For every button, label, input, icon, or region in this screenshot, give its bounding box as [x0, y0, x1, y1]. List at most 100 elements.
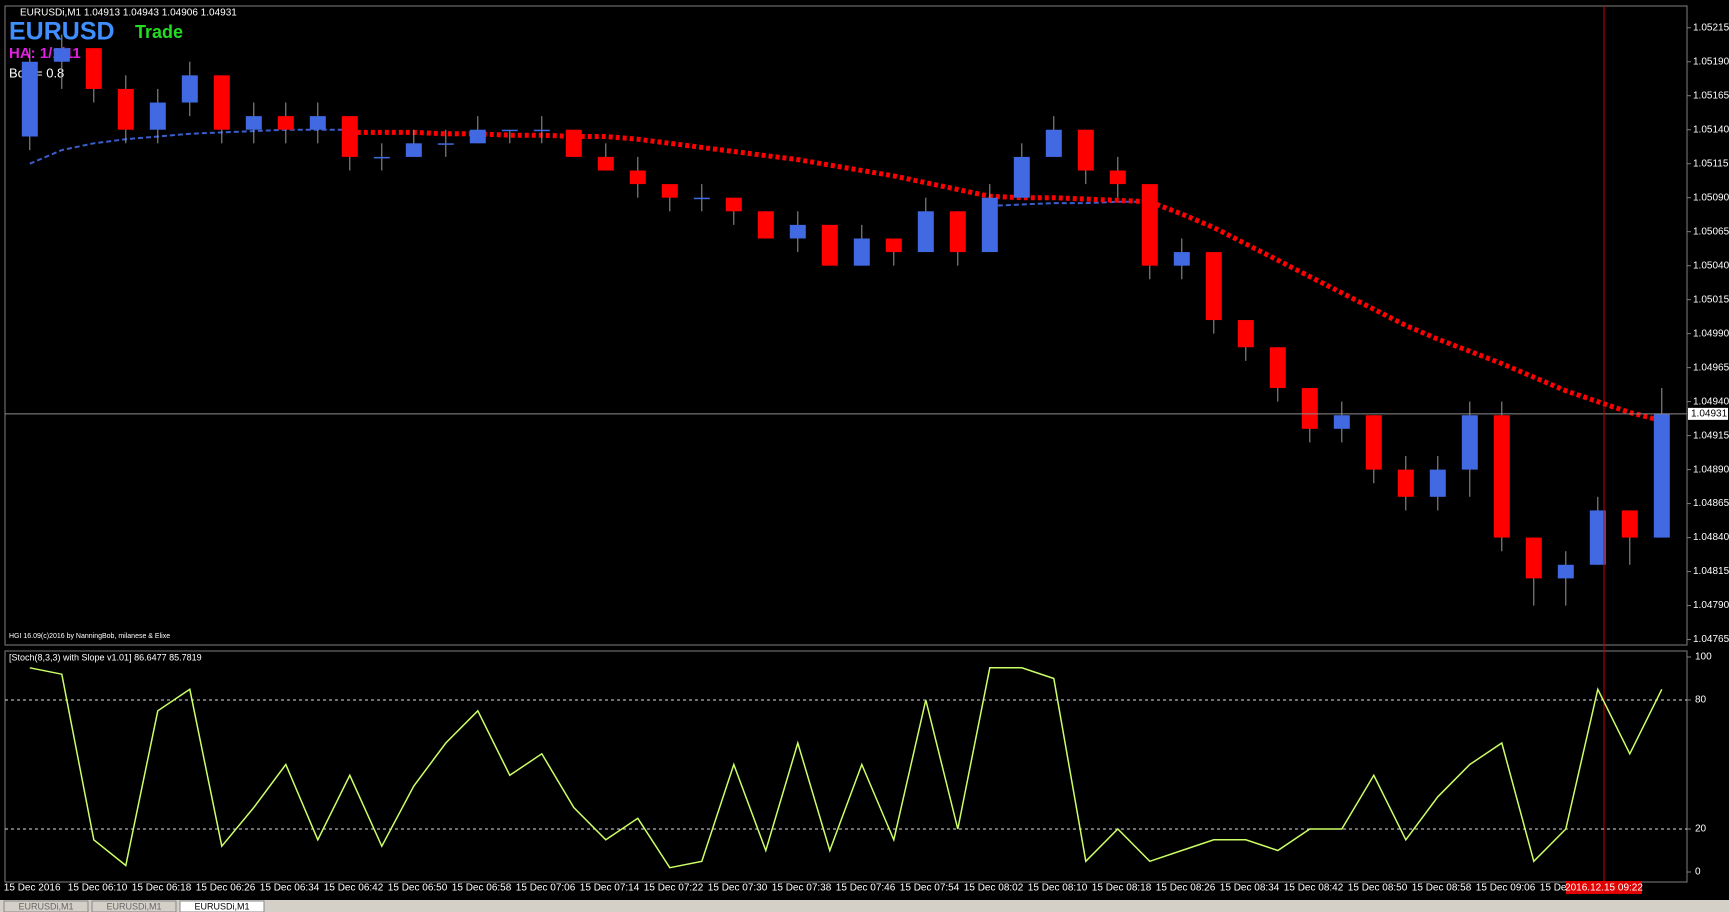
y-tick-label: 1.05215: [1693, 22, 1729, 33]
chart-info: EURUSDi,M1 1.04913 1.04943 1.04906 1.049…: [20, 8, 237, 19]
x-tick-label: 15 Dec 07:38: [772, 883, 832, 894]
moving-average: [29, 128, 1150, 207]
candle-body: [149, 102, 166, 130]
candle-body: [501, 129, 518, 132]
candle-body: [1045, 129, 1062, 157]
tab-label[interactable]: EURUSDi,M1: [18, 901, 73, 911]
candle-body: [981, 197, 998, 253]
candle-body: [1333, 415, 1350, 429]
candle-body: [277, 116, 294, 130]
candle-body: [565, 129, 582, 157]
candle-body: [1493, 415, 1510, 538]
candle-body: [885, 238, 902, 253]
x-tick-label: 15 Dec 08:18: [1092, 883, 1152, 894]
x-tick-label: 15 Dec 08:42: [1284, 883, 1344, 894]
candle-body: [181, 75, 198, 103]
y-tick-label: 1.04915: [1693, 430, 1729, 441]
x-tick-label: 15 Dec 08:26: [1156, 883, 1216, 894]
y-tick-label: 1.04940: [1693, 396, 1729, 407]
stoch-panel-frame: [4, 650, 1688, 883]
candle-body: [1173, 252, 1190, 266]
candle-body: [1365, 415, 1382, 470]
x-tick-label: 15 Dec 07:54: [900, 883, 960, 894]
candle-body: [437, 143, 454, 145]
x-tick-label: 15 Dec 07:06: [516, 883, 576, 894]
tab-bar: [0, 900, 1729, 912]
x-tick-label: 15 Dec 06:10: [68, 883, 128, 894]
candle-body: [1653, 413, 1670, 538]
x-tick-label: 15 Dec 06:18: [132, 883, 192, 894]
y-tick-label: 1.05015: [1693, 294, 1729, 305]
candle-body: [245, 116, 262, 130]
candle-body: [917, 211, 934, 253]
tab[interactable]: [179, 900, 265, 912]
candle-body: [213, 75, 230, 130]
y-tick-label: 20: [1695, 824, 1707, 835]
y-tick-label: 1.04890: [1693, 464, 1729, 475]
candle-body: [789, 224, 806, 239]
candle-body: [757, 211, 774, 239]
main-panel-frame: [4, 5, 1688, 646]
candle-body: [661, 184, 678, 198]
y-tick-label: 1.05090: [1693, 192, 1729, 203]
candle-body: [1525, 537, 1542, 579]
candle-body: [725, 197, 742, 212]
ha-label: HA: 1/1/11: [9, 45, 81, 62]
x-tick-label: 15 Dec 07:30: [708, 883, 768, 894]
candle-body: [1077, 129, 1094, 171]
y-tick-label: 1.05065: [1693, 226, 1729, 237]
candle-body: [373, 156, 390, 159]
y-tick-label: 80: [1695, 695, 1707, 706]
candle-body: [533, 129, 550, 132]
mode-label: Trade: [135, 22, 183, 42]
y-tick-label: 1.04790: [1693, 600, 1729, 611]
x-tick-label: 15 Dec 08:50: [1348, 883, 1408, 894]
candle-body: [949, 211, 966, 253]
x-tick-label: 15 Dec 06:58: [452, 883, 512, 894]
x-tick-label: 15 Dec 07:46: [836, 883, 896, 894]
y-tick-label: 100: [1695, 652, 1712, 663]
candle-body: [693, 197, 710, 200]
x-tick-label: 15 Dec 06:34: [260, 883, 320, 894]
y-tick-label: 0: [1695, 867, 1701, 878]
tab-label[interactable]: EURUSDi,M1: [194, 901, 249, 911]
current-price-label: 1.04931: [1691, 409, 1728, 420]
candle-body: [1301, 388, 1318, 429]
tab[interactable]: [91, 900, 177, 912]
x-tick-label: 15 Dec 08:34: [1220, 883, 1280, 894]
candle-body: [1205, 252, 1222, 321]
candle-body: [21, 61, 38, 137]
candle-body: [597, 156, 614, 171]
y-tick-label: 1.04990: [1693, 328, 1729, 339]
x-tick-label: 15 Dec 07:22: [644, 883, 704, 894]
candle-body: [309, 116, 326, 130]
stoch-title: [Stoch(8,3,3) with Slope v1.01] 86.6477 …: [9, 652, 202, 662]
tab[interactable]: [3, 900, 89, 912]
y-tick-label: 1.05190: [1693, 56, 1729, 67]
current-price-box: [1688, 407, 1728, 420]
candle-body: [1557, 564, 1574, 579]
candle-body: [341, 116, 358, 157]
y-tick-label: 1.05140: [1693, 124, 1729, 135]
crosshair-box: [1566, 881, 1642, 894]
x-tick-label: 15 Dec 06:50: [388, 883, 448, 894]
y-tick-label: 1.04840: [1693, 532, 1729, 543]
candle-body: [1589, 510, 1606, 565]
crosshair-label: 2016.12.15 09:22: [1565, 883, 1643, 894]
y-tick-label: 1.05115: [1693, 158, 1729, 169]
candle-body: [1621, 510, 1638, 538]
candle-body: [117, 88, 134, 130]
candle-body: [1397, 469, 1414, 497]
stoch-line: [29, 667, 1663, 869]
x-tick-label: 15 Dec 08:02: [964, 883, 1024, 894]
candle-body: [469, 129, 486, 144]
credit-label: HGI 16.09(c)2016 by NanningBob, milanese…: [9, 633, 170, 640]
x-tick-label: 15 Dec: [1540, 883, 1572, 894]
x-tick-label: 15 Dec 08:10: [1028, 883, 1088, 894]
tab-label[interactable]: EURUSDi,M1: [106, 901, 161, 911]
candle-body: [1461, 415, 1478, 470]
candle-body: [1109, 170, 1126, 185]
y-tick-label: 1.04865: [1693, 498, 1729, 509]
